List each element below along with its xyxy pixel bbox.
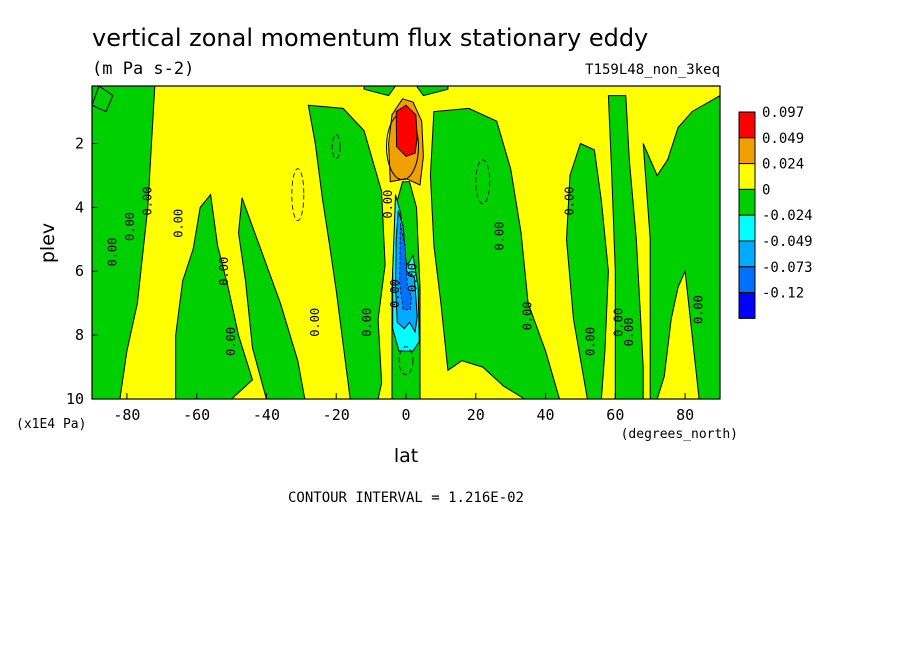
field-region-negative: [607, 95, 644, 399]
field-region-positive: [395, 104, 418, 157]
contour-line: [291, 168, 305, 221]
contour-label: 0.00: [611, 308, 625, 337]
field-region-negative: [363, 86, 449, 97]
y-tick-label: 2: [75, 134, 84, 152]
contour-label: 0.00: [140, 187, 154, 216]
field-region-negative: [92, 86, 114, 113]
legend-label: 0.024: [762, 157, 804, 173]
y-tick-label: 4: [75, 198, 84, 216]
contour-label: 0.00: [123, 212, 137, 241]
legend-swatch: [738, 292, 756, 319]
contour-label: 0.00: [562, 187, 576, 216]
legend-label: 0.097: [762, 105, 804, 121]
chart-title: vertical zonal momentum flux stationary …: [92, 24, 648, 52]
legend-swatch: [738, 137, 756, 165]
y-tick-label: 6: [75, 262, 84, 280]
y-axis-units: (x1E4 Pa): [16, 417, 86, 432]
contour-label: 0.00: [105, 238, 119, 267]
legend-swatch: [738, 266, 756, 294]
x-tick-label: 80: [676, 406, 694, 424]
y-tick-label: 8: [75, 326, 84, 344]
x-axis-units: (degrees_north): [621, 427, 738, 442]
contour-label: 0.00: [405, 263, 419, 292]
legend-swatch: [738, 163, 756, 190]
contour-label: 0.00: [172, 209, 186, 238]
legend-label: -0.024: [762, 208, 813, 224]
field-region-negative: [642, 95, 720, 399]
field-region-negative: [175, 193, 254, 399]
x-tick-label: 0: [401, 406, 410, 424]
chart-units: (m Pa s-2): [92, 59, 194, 79]
legend-label: -0.12: [762, 286, 804, 302]
x-tick-label: -40: [253, 406, 280, 424]
legend-swatch: [738, 188, 756, 216]
x-tick-label: 40: [537, 406, 555, 424]
contour-label: 0.00: [583, 327, 597, 356]
field-layers: [92, 86, 720, 399]
contour-label: 0.00: [224, 327, 238, 356]
y-tick-label: 10: [66, 390, 84, 408]
legend-label: -0.049: [762, 234, 813, 250]
x-axis-label: lat: [394, 445, 418, 467]
field-region-negative: [237, 197, 306, 399]
contour-interval: CONTOUR INTERVAL = 1.216E-02: [288, 490, 524, 506]
field-region-negative: [565, 142, 609, 399]
legend-swatch: [738, 214, 756, 242]
contour-line: [331, 134, 341, 160]
contour-line: [475, 159, 491, 205]
legend-swatch: [738, 111, 756, 139]
contour-label: 0.00: [217, 257, 231, 286]
field-region-negative: [307, 104, 386, 399]
run-label: T159L48_non_3keq: [585, 62, 720, 78]
contour-label: 0.00: [622, 317, 636, 346]
plot-area: 0.000.000.000.000.000.000.00 0.000.000.00…: [92, 86, 720, 399]
contour-line: [398, 346, 414, 376]
x-tick-label: -20: [323, 406, 350, 424]
contour-labels: 0.000.000.000.000.000.000.00 0.000.000.00…: [105, 187, 705, 356]
legend: 0.097 0.049 0.024 0 -0.024 -0.049 -0.073 -0.12: [738, 105, 813, 319]
contour-label: 0.00: [308, 308, 322, 337]
contour-label: 0.00: [360, 308, 374, 337]
x-tick-label: 60: [606, 406, 624, 424]
field-region-negative: [429, 107, 561, 399]
x-tick-label: 20: [467, 406, 485, 424]
legend-label: -0.073: [762, 260, 813, 276]
contour-label: 0.00: [521, 302, 535, 331]
field-region-negative: [92, 86, 156, 399]
y-axis: 2 4 6 8 10: [66, 134, 98, 408]
x-tick-label: -60: [183, 406, 210, 424]
legend-swatch: [738, 240, 756, 268]
contour-label: 0.00: [381, 190, 395, 219]
contour-label: 0.00: [388, 279, 402, 308]
x-tick-label: -80: [113, 406, 140, 424]
legend-label: 0.049: [762, 131, 804, 147]
legend-label: 0: [762, 182, 770, 198]
contour-label: 0.00: [493, 222, 507, 251]
contour-label: 0.00: [692, 295, 706, 324]
x-axis: -80 -60 -40 -20 0 20 40 60 80: [113, 393, 694, 424]
y-axis-label: plev: [37, 223, 59, 263]
field-region-negative: [399, 223, 413, 311]
